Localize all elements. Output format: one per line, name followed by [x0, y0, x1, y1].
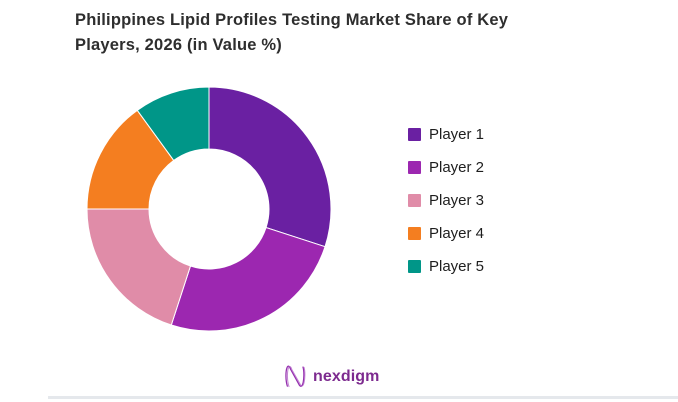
legend-swatch [408, 227, 421, 240]
donut-segment-player-3 [86, 208, 192, 326]
donut-segment-player-2 [170, 226, 326, 332]
legend-item-player-1: Player 1 [408, 126, 485, 143]
nexdigm-logo-text: nexdigm [313, 367, 380, 385]
legend-label: Player 4 [429, 225, 485, 242]
legend-item-player-5: Player 5 [408, 258, 485, 275]
legend-swatch [408, 128, 421, 141]
donut-chart [86, 86, 332, 332]
legend-item-player-3: Player 3 [408, 192, 485, 209]
legend: Player 1 Player 2 Player 3 Player 4 Play… [408, 126, 485, 293]
legend-swatch [408, 260, 421, 273]
legend-swatch [408, 161, 421, 174]
legend-label: Player 5 [429, 258, 485, 275]
legend-swatch [408, 194, 421, 207]
legend-label: Player 1 [429, 126, 485, 143]
footer-divider [48, 396, 678, 399]
nexdigm-logo-icon [285, 365, 306, 388]
legend-item-player-2: Player 2 [408, 159, 485, 176]
legend-label: Player 2 [429, 159, 485, 176]
legend-item-player-4: Player 4 [408, 225, 485, 242]
chart-title: Philippines Lipid Profiles Testing Marke… [75, 11, 509, 54]
nexdigm-logo: nexdigm [283, 363, 380, 390]
donut-segment-player-1 [208, 86, 332, 248]
legend-label: Player 3 [429, 192, 485, 209]
donut-segment-player-5 [136, 86, 210, 162]
